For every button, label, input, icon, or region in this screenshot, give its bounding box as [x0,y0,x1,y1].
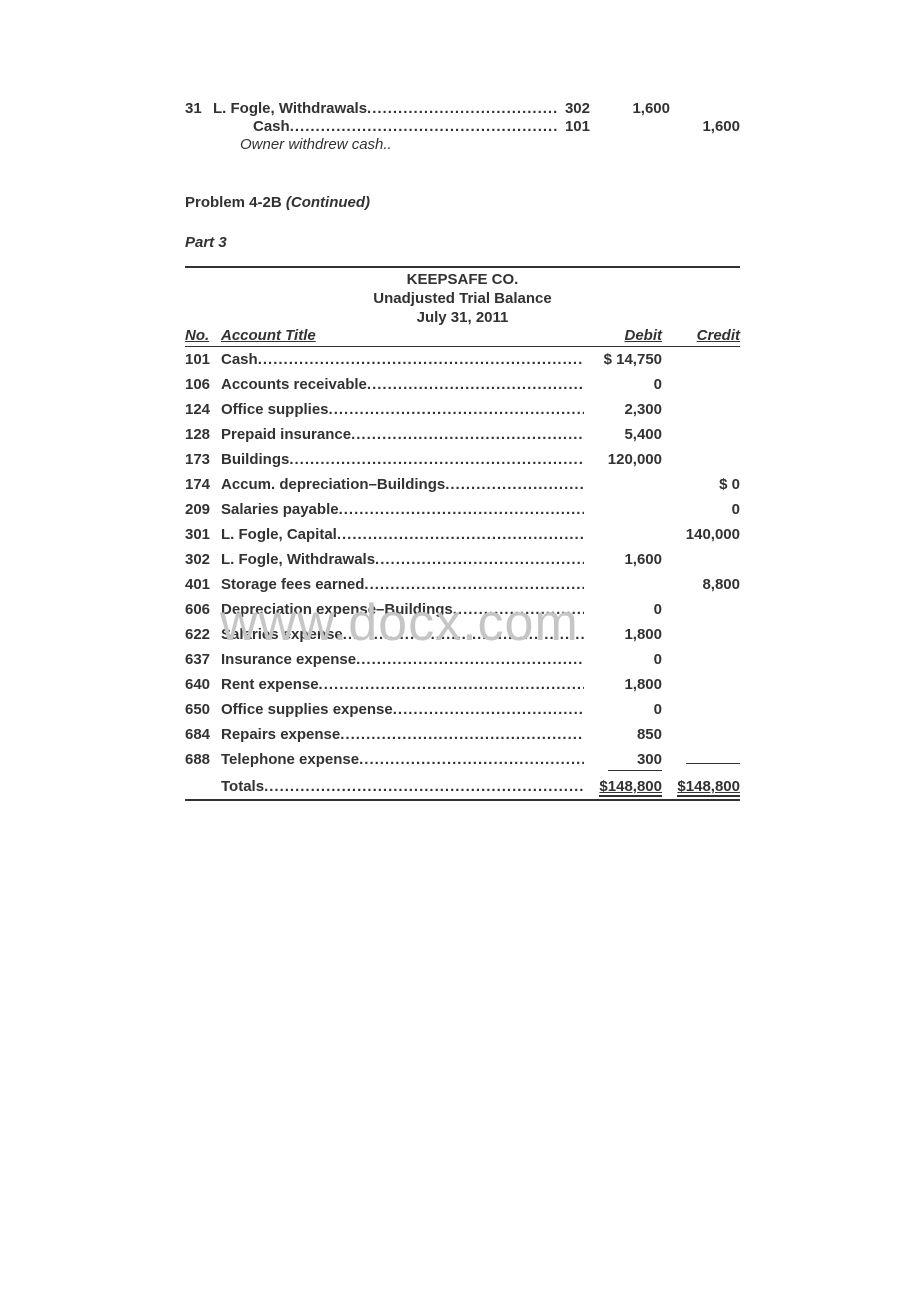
je-debit-1: 1,600 [590,100,670,118]
tb-row: 401Storage fees earned 8,800 [185,572,740,597]
tb-row-debit: 850 [584,726,662,744]
tb-totals-row: Totals $148,800 $148,800 [185,774,740,799]
tb-row-title: Storage fees earned [221,576,584,594]
tb-row-no: 637 [185,651,221,669]
je-line-1: 31 L. Fogle, Withdrawals 302 1,600 [185,100,740,118]
problem-continued: (Continued) [286,194,370,211]
tb-row: 688Telephone expense300 [185,747,740,774]
je-day: 31 [185,100,213,118]
tb-row-title: Repairs expense [221,726,584,744]
tb-row-credit [662,751,740,769]
part-title: Part 3 [185,234,740,252]
tb-header: KEEPSAFE CO. Unadjusted Trial Balance Ju… [185,268,740,327]
tb-row-no: 622 [185,626,221,644]
tb-row: 209Salaries payable 0 [185,497,740,522]
tb-row: 640Rent expense1,800 [185,672,740,697]
tb-row: 301L. Fogle, Capital 140,000 [185,522,740,547]
tb-row-no: 684 [185,726,221,744]
tb-totals-label: Totals [221,778,584,796]
tb-row-debit: 120,000 [584,451,662,469]
tb-row-no: 688 [185,751,221,769]
tb-row-no: 640 [185,676,221,694]
tb-row-title: Buildings [221,451,584,469]
tb-row-debit: 0 [584,601,662,619]
problem-label: Problem 4-2B [185,194,282,211]
tb-row: 124Office supplies2,300 [185,397,740,422]
je-title-1: L. Fogle, Withdrawals [213,100,558,118]
tb-row: 106Accounts receivable0 [185,372,740,397]
tb-row-no: 209 [185,501,221,519]
tb-row: 174Accum. depreciation–Buildings $ 0 [185,472,740,497]
tb-row-title: Rent expense [221,676,584,694]
tb-body: www.docx.com 101Cash$ 14,750106Accounts … [185,347,740,799]
tb-row-debit: 5,400 [584,426,662,444]
tb-row-title: Depreciation expense–Buildings [221,601,584,619]
col-debit: Debit [584,327,662,345]
tb-row-no: 302 [185,551,221,569]
tb-row-no: 606 [185,601,221,619]
tb-row-no: 174 [185,476,221,494]
tb-row-no: 401 [185,576,221,594]
tb-row-credit: 8,800 [662,576,740,594]
tb-row-debit: 0 [584,376,662,394]
je-title-2: Cash [213,118,558,136]
tb-row-credit: $ 0 [662,476,740,494]
tb-row-debit: 1,800 [584,626,662,644]
tb-totals-debit: $148,800 [584,778,662,796]
je-acctnum-2: 101 [558,118,590,136]
tb-row-no: 101 [185,351,221,369]
col-no: No. [185,327,221,345]
tb-totals-credit: $148,800 [662,778,740,796]
tb-row-no: 650 [185,701,221,719]
tb-row-title: Telephone expense [221,751,584,769]
tb-row-credit: 140,000 [662,526,740,544]
tb-row-no: 128 [185,426,221,444]
tb-row: 173Buildings120,000 [185,447,740,472]
tb-row: 622Salaries expense1,800 [185,622,740,647]
tb-row-title: Salaries payable [221,501,584,519]
tb-company: KEEPSAFE CO. [185,271,740,290]
tb-row-debit: 0 [584,701,662,719]
trial-balance-table: KEEPSAFE CO. Unadjusted Trial Balance Ju… [185,266,740,801]
tb-row-no: 173 [185,451,221,469]
tb-row: 606Depreciation expense–Buildings0 [185,597,740,622]
tb-row: 128Prepaid insurance5,400 [185,422,740,447]
tb-row-title: Prepaid insurance [221,426,584,444]
tb-row-no: 124 [185,401,221,419]
tb-date: July 31, 2011 [185,309,740,328]
tb-row-title: L. Fogle, Withdrawals [221,551,584,569]
tb-row-debit: 0 [584,651,662,669]
tb-row-debit: 1,600 [584,551,662,569]
tb-row: 302L. Fogle, Withdrawals1,600 [185,547,740,572]
journal-entry: 31 L. Fogle, Withdrawals 302 1,600 Cash … [185,100,740,154]
tb-row-title: Accounts receivable [221,376,584,394]
tb-row-title: Cash [221,351,584,369]
tb-row-title: Accum. depreciation–Buildings [221,476,584,494]
tb-row-title: L. Fogle, Capital [221,526,584,544]
tb-row: 684Repairs expense850 [185,722,740,747]
tb-row-title: Office supplies expense [221,701,584,719]
tb-row-no: 106 [185,376,221,394]
col-credit: Credit [662,327,740,345]
je-line-2: Cash 101 1,600 [185,118,740,136]
je-credit-2: 1,600 [670,118,740,136]
problem-title: Problem 4-2B (Continued) [185,194,740,212]
tb-row-debit: 1,800 [584,676,662,694]
col-acct: Account Title [221,327,584,345]
tb-row-debit: 300 [584,751,662,771]
tb-report-name: Unadjusted Trial Balance [185,290,740,309]
tb-row: 101Cash$ 14,750 [185,347,740,372]
tb-row: 637Insurance expense0 [185,647,740,672]
tb-row-credit: 0 [662,501,740,519]
tb-row-title: Office supplies [221,401,584,419]
tb-row-title: Insurance expense [221,651,584,669]
tb-row-title: Salaries expense [221,626,584,644]
tb-row: 650Office supplies expense0 [185,697,740,722]
tb-row-debit: $ 14,750 [584,351,662,369]
tb-row-debit: 2,300 [584,401,662,419]
tb-column-header: No. Account Title Debit Credit [185,327,740,347]
je-acctnum-1: 302 [558,100,590,118]
tb-row-no: 301 [185,526,221,544]
je-note: Owner withdrew cash.. [185,136,740,154]
